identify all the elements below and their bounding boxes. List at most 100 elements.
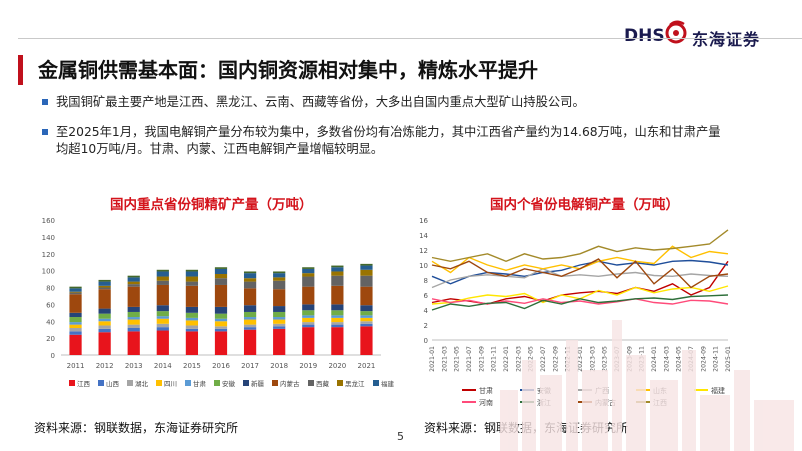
bar-segment bbox=[156, 323, 169, 328]
bar-segment bbox=[214, 313, 228, 319]
bar-segment bbox=[243, 281, 257, 289]
bar-segment bbox=[214, 284, 228, 307]
left-x-tick-label: 2021 bbox=[358, 362, 376, 370]
bar-segment bbox=[243, 317, 257, 320]
left-x-tick-label: 2019 bbox=[299, 362, 317, 370]
left-y-tick-label: 120 bbox=[42, 251, 55, 259]
bar-segment bbox=[273, 311, 286, 318]
right-y-tick-label: 10 bbox=[419, 262, 428, 270]
bar-segment bbox=[360, 315, 373, 318]
bar-segment bbox=[185, 276, 199, 282]
bar-segment bbox=[98, 281, 111, 286]
bar-segment bbox=[185, 281, 199, 286]
series-line bbox=[431, 298, 729, 305]
bar-segment bbox=[243, 271, 257, 274]
right-x-tick-label: 2024-05 bbox=[676, 346, 683, 372]
bar-segment bbox=[331, 324, 344, 328]
left-x-tick-label: 2011 bbox=[67, 362, 85, 370]
bar-segment bbox=[360, 275, 373, 287]
right-y-tick-label: 8 bbox=[424, 277, 428, 285]
bar-segment bbox=[69, 312, 82, 318]
bar-segment bbox=[243, 324, 257, 328]
bar-segment bbox=[273, 277, 286, 281]
bar-segment bbox=[69, 328, 82, 332]
bar-segment bbox=[156, 330, 169, 355]
city-skyline-decoration-icon bbox=[500, 320, 794, 451]
bar-segment bbox=[127, 328, 140, 332]
bar-segment bbox=[273, 271, 286, 274]
legend-label: 甘肃 bbox=[193, 379, 207, 388]
bar-segment bbox=[214, 268, 228, 274]
right-x-tick-label: 2024-09 bbox=[700, 346, 707, 372]
left-x-tick-label: 2016 bbox=[212, 362, 230, 370]
right-x-tick-label: 2023-05 bbox=[602, 346, 609, 372]
legend-label: 新疆 bbox=[251, 379, 265, 388]
right-x-tick-label: 2021-01 bbox=[429, 346, 436, 372]
legend-swatch bbox=[337, 380, 343, 386]
left-x-tick-label: 2013 bbox=[125, 362, 143, 370]
bar-segment bbox=[185, 331, 199, 355]
left-y-tick-label: 0 bbox=[51, 352, 55, 360]
bar-segment bbox=[243, 305, 257, 312]
legend-label: 甘肃 bbox=[479, 386, 493, 395]
bullet-marker-1 bbox=[42, 99, 48, 105]
bar-segment bbox=[360, 263, 373, 266]
bar-segment bbox=[185, 285, 199, 307]
bar-segment bbox=[273, 328, 286, 355]
bar-segment bbox=[360, 321, 373, 324]
bar-segment bbox=[127, 319, 140, 325]
bar-segment bbox=[69, 334, 82, 355]
bar-segment bbox=[273, 326, 286, 329]
bar-segment bbox=[98, 285, 111, 288]
right-x-tick-label: 2025-01 bbox=[725, 346, 732, 372]
bar-segment bbox=[360, 317, 373, 322]
series-line bbox=[431, 268, 729, 289]
bullet-text-2: 至2025年1月，我国电解铜产量分布较为集中，多数省份均有冶炼能力，其中江西省产… bbox=[56, 125, 721, 139]
bar-segment bbox=[98, 287, 111, 290]
bullet-text-1: 我国铜矿最主要产地是江西、黑龙江、云南、西藏等省份，大多出自国内重点大型矿山持股… bbox=[56, 95, 585, 109]
bar-segment bbox=[98, 321, 111, 326]
left-y-tick-label: 60 bbox=[46, 301, 55, 309]
bar-segment bbox=[156, 305, 169, 312]
right-y-tick-label: 16 bbox=[419, 217, 428, 225]
bar-segment bbox=[69, 331, 82, 335]
legend-label: 河南 bbox=[479, 398, 493, 407]
legend-swatch bbox=[98, 380, 104, 386]
bar-segment bbox=[273, 289, 286, 307]
bar-segment bbox=[302, 273, 315, 277]
legend-label: 山西 bbox=[106, 379, 120, 388]
legend-swatch bbox=[127, 380, 133, 386]
bar-segment bbox=[127, 324, 140, 328]
bar-segment bbox=[127, 275, 140, 278]
bar-segment bbox=[185, 328, 199, 332]
bar-segment bbox=[331, 285, 344, 305]
bar-segment bbox=[360, 305, 373, 312]
right-x-tick-label: 2021-09 bbox=[478, 346, 485, 372]
left-x-tick-label: 2020 bbox=[328, 362, 346, 370]
legend-label: 西藏 bbox=[316, 379, 330, 388]
legend-label: 福建 bbox=[711, 386, 725, 395]
right-x-tick-label: 2021-05 bbox=[454, 346, 461, 372]
left-y-tick-label: 80 bbox=[46, 285, 55, 293]
bullet-text-3: 均超10万吨/月。甘肃、内蒙、江西电解铜产量增幅较明显。 bbox=[56, 142, 384, 156]
right-x-tick-label: 2024-03 bbox=[663, 346, 670, 372]
bar-segment bbox=[273, 323, 286, 327]
bar-segment bbox=[302, 317, 315, 323]
bar-segment bbox=[185, 325, 199, 329]
bar-segment bbox=[98, 308, 111, 314]
legend-swatch bbox=[185, 380, 191, 386]
dhs-logo-chinese: 东海证券 bbox=[692, 30, 761, 49]
bar-segment bbox=[360, 286, 373, 306]
bar-segment bbox=[243, 288, 257, 306]
right-x-tick-label: 2023-01 bbox=[577, 346, 584, 372]
bar-segment bbox=[127, 277, 140, 282]
bar-segment bbox=[69, 292, 82, 295]
bar-segment bbox=[127, 284, 140, 287]
left-y-tick-label: 140 bbox=[42, 234, 55, 242]
dhs-logo-emblem-icon bbox=[665, 20, 687, 44]
bar-segment bbox=[185, 320, 199, 326]
right-y-tick-label: 4 bbox=[424, 307, 429, 315]
bar-segment bbox=[98, 313, 111, 319]
bar-segment bbox=[69, 317, 82, 323]
bar-segment bbox=[214, 328, 228, 332]
